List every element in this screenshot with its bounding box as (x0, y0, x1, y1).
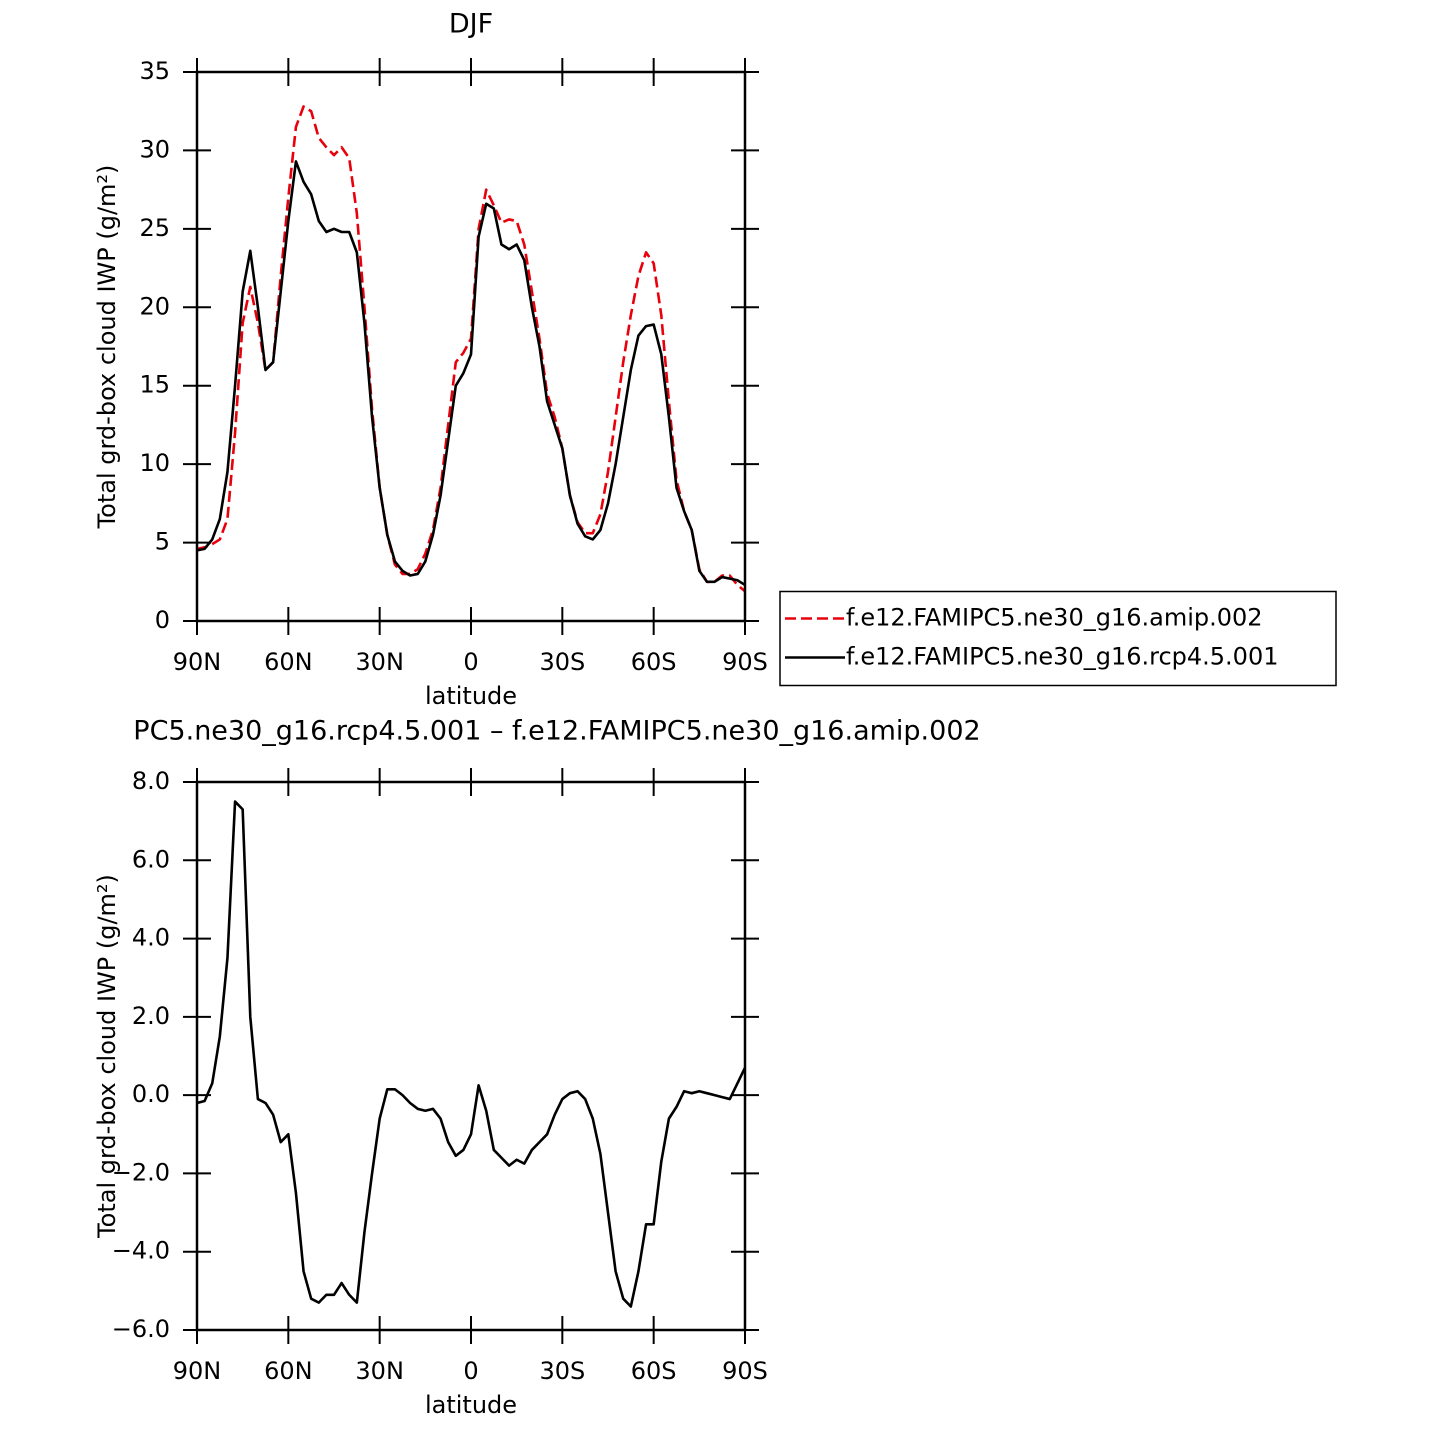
x-tick-label: 30N (355, 1357, 404, 1385)
x-tick-label: 90S (722, 1357, 768, 1385)
x-tick-label: 90N (173, 1357, 222, 1385)
y-tick-label: 5 (155, 528, 170, 556)
legend-label: f.e12.FAMIPC5.ne30_g16.amip.002 (846, 604, 1263, 632)
y-axis-label: Total grd-box cloud IWP (g/m²) (93, 165, 121, 530)
x-tick-label: 60S (631, 1357, 677, 1385)
plot-frame (195, 70, 747, 623)
y-tick-label: 20 (139, 292, 170, 320)
y-tick-label: 4.0 (132, 924, 170, 952)
chart-title: PC5.ne30_g16.rcp4.5.001 – f.e12.FAMIPC5.… (133, 716, 980, 747)
y-tick-label: −6.0 (112, 1315, 170, 1343)
plot-frame (195, 780, 747, 1332)
y-tick-label: −4.0 (112, 1237, 170, 1265)
x-tick-label: 90N (173, 648, 222, 676)
x-tick-label: 60N (264, 648, 313, 676)
y-tick-label: 25 (139, 214, 170, 242)
chart-title: DJF (449, 9, 493, 40)
y-tick-label: −2.0 (112, 1158, 170, 1186)
y-tick-label: 35 (139, 57, 170, 85)
x-tick-label: 0 (463, 1357, 478, 1385)
data-line (196, 160, 746, 587)
legend-label: f.e12.FAMIPC5.ne30_g16.rcp4.5.001 (846, 643, 1279, 671)
x-tick-label: 90S (722, 648, 768, 676)
legend-box (779, 590, 1337, 687)
x-tick-label: 0 (463, 648, 478, 676)
x-tick-label: 60N (264, 1357, 313, 1385)
y-tick-label: 0.0 (132, 1080, 170, 1108)
x-tick-label: 60S (631, 648, 677, 676)
y-tick-label: 30 (139, 135, 170, 163)
x-axis-label: latitude (425, 682, 517, 710)
y-tick-label: 10 (139, 449, 170, 477)
y-tick-label: 2.0 (132, 1002, 170, 1030)
x-tick-label: 30S (539, 648, 585, 676)
y-tick-label: 0 (155, 606, 170, 634)
x-tick-label: 30S (539, 1357, 585, 1385)
y-axis-label: Total grd-box cloud IWP (g/m²) (93, 874, 121, 1239)
x-axis-label: latitude (425, 1391, 517, 1419)
y-tick-label: 8.0 (132, 767, 170, 795)
y-tick-label: 6.0 (132, 845, 170, 873)
y-tick-label: 15 (139, 371, 170, 399)
x-tick-label: 30N (355, 648, 404, 676)
data-line (196, 800, 747, 1308)
